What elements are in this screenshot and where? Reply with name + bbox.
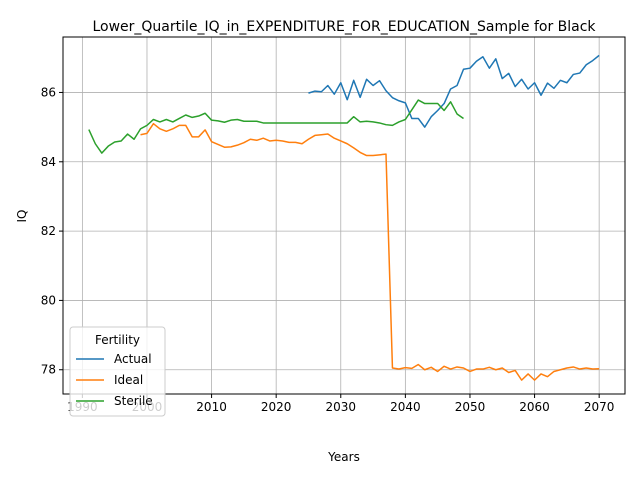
legend: Fertility Actual Ideal Sterile	[69, 326, 166, 417]
x-tick-label: 2060	[519, 400, 550, 414]
y-tick-label: 80	[41, 293, 56, 307]
series-line-sterile	[88, 99, 464, 154]
y-tick-label: 86	[41, 85, 56, 99]
legend-label-ideal: Ideal	[114, 373, 143, 387]
series-lines	[88, 54, 600, 381]
x-tick-label: 2050	[455, 400, 486, 414]
legend-items: Actual Ideal Sterile	[76, 352, 153, 408]
axes-frame	[62, 36, 626, 395]
legend-label-actual: Actual	[114, 352, 152, 366]
legend-box	[69, 326, 166, 417]
y-tick-label: 84	[41, 155, 56, 169]
x-tick-label: 2010	[196, 400, 227, 414]
y-tick-label: 78	[41, 363, 56, 377]
x-axis-title: Years	[327, 450, 360, 464]
x-tick-label: 2070	[584, 400, 615, 414]
y-axis-ticks: 78 80 82 84 86	[41, 85, 63, 377]
x-tick-label: 2030	[325, 400, 356, 414]
legend-title: Fertility	[95, 333, 140, 347]
legend-label-sterile: Sterile	[114, 394, 153, 408]
series-line-ideal	[140, 122, 600, 381]
chart-title: Lower_Quartile_IQ_in_EXPENDITURE_FOR_EDU…	[92, 19, 596, 35]
series-line-actual	[308, 54, 600, 128]
y-tick-label: 82	[41, 224, 56, 238]
x-tick-label: 2020	[261, 400, 292, 414]
y-axis-title: IQ	[15, 210, 29, 223]
x-tick-label: 2040	[390, 400, 421, 414]
